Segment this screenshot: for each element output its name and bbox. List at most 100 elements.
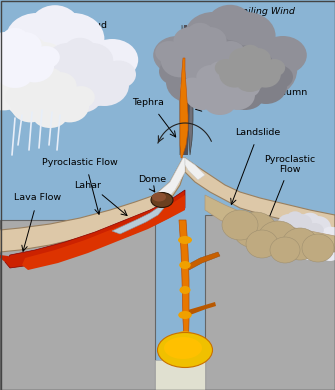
Ellipse shape (245, 48, 271, 70)
Ellipse shape (299, 213, 321, 232)
Ellipse shape (67, 86, 95, 108)
Ellipse shape (180, 286, 191, 294)
Ellipse shape (0, 37, 43, 82)
Ellipse shape (236, 57, 271, 85)
Ellipse shape (237, 74, 263, 92)
Ellipse shape (0, 44, 55, 106)
Ellipse shape (198, 35, 232, 66)
Text: Prevailing Wind: Prevailing Wind (221, 7, 295, 16)
Text: Pyroclastic Flow: Pyroclastic Flow (42, 158, 118, 167)
Ellipse shape (284, 236, 306, 250)
Ellipse shape (201, 69, 259, 108)
Polygon shape (180, 25, 193, 155)
Ellipse shape (228, 52, 272, 88)
Ellipse shape (322, 227, 335, 241)
Ellipse shape (222, 210, 258, 240)
Ellipse shape (53, 61, 91, 91)
Ellipse shape (219, 61, 250, 88)
Ellipse shape (233, 212, 277, 248)
Ellipse shape (239, 45, 261, 64)
Ellipse shape (0, 65, 30, 110)
Ellipse shape (295, 225, 320, 246)
Ellipse shape (279, 229, 310, 255)
Ellipse shape (263, 59, 285, 76)
Ellipse shape (179, 261, 191, 269)
Polygon shape (112, 205, 164, 234)
Ellipse shape (177, 331, 193, 339)
Ellipse shape (5, 86, 33, 108)
Polygon shape (185, 158, 335, 230)
Ellipse shape (214, 65, 244, 90)
Polygon shape (188, 302, 216, 315)
Polygon shape (15, 195, 185, 268)
Text: Magma: Magma (165, 351, 204, 360)
Polygon shape (187, 252, 220, 270)
Ellipse shape (55, 44, 128, 106)
Ellipse shape (330, 239, 335, 258)
Ellipse shape (0, 49, 15, 82)
Ellipse shape (11, 36, 49, 71)
Text: Tephra: Tephra (132, 98, 164, 107)
Ellipse shape (8, 32, 42, 60)
Ellipse shape (153, 36, 201, 74)
Ellipse shape (24, 75, 86, 117)
Ellipse shape (22, 78, 78, 122)
Ellipse shape (7, 88, 53, 118)
Polygon shape (182, 25, 190, 155)
Ellipse shape (218, 12, 276, 60)
Polygon shape (205, 215, 335, 390)
Ellipse shape (215, 56, 275, 104)
Ellipse shape (206, 40, 248, 75)
Ellipse shape (86, 39, 138, 81)
Ellipse shape (0, 32, 22, 60)
Text: Landslide: Landslide (236, 128, 281, 137)
Ellipse shape (33, 106, 67, 128)
Ellipse shape (0, 66, 32, 88)
Ellipse shape (216, 50, 253, 80)
Ellipse shape (197, 65, 227, 89)
Ellipse shape (180, 78, 205, 98)
Text: Pyroclastic: Pyroclastic (264, 155, 316, 164)
Ellipse shape (71, 43, 113, 78)
Ellipse shape (286, 211, 304, 227)
Ellipse shape (270, 237, 300, 263)
Ellipse shape (0, 42, 40, 80)
Ellipse shape (258, 221, 298, 255)
Text: Eruption Cloud: Eruption Cloud (37, 21, 107, 30)
Ellipse shape (182, 40, 224, 75)
Ellipse shape (157, 333, 212, 367)
Ellipse shape (45, 50, 115, 106)
Ellipse shape (47, 43, 89, 78)
Ellipse shape (305, 216, 331, 238)
Ellipse shape (200, 44, 239, 77)
Polygon shape (0, 255, 12, 262)
Text: Gas: Gas (30, 68, 48, 77)
Ellipse shape (220, 80, 255, 110)
Polygon shape (0, 158, 185, 252)
Ellipse shape (59, 85, 101, 113)
Ellipse shape (289, 216, 316, 238)
Ellipse shape (178, 311, 192, 319)
Ellipse shape (0, 39, 24, 81)
Ellipse shape (315, 229, 334, 245)
Ellipse shape (185, 80, 220, 110)
Ellipse shape (310, 229, 335, 255)
Ellipse shape (230, 46, 260, 73)
Ellipse shape (308, 239, 330, 258)
Polygon shape (5, 190, 185, 268)
Ellipse shape (11, 89, 50, 122)
Text: ↓: ↓ (30, 78, 39, 88)
Ellipse shape (164, 337, 202, 359)
Ellipse shape (227, 86, 263, 110)
Ellipse shape (229, 48, 256, 70)
Polygon shape (0, 220, 155, 390)
Ellipse shape (29, 5, 81, 52)
Ellipse shape (275, 227, 297, 245)
Ellipse shape (161, 44, 200, 77)
Ellipse shape (184, 12, 242, 60)
Ellipse shape (278, 214, 299, 232)
Ellipse shape (288, 220, 332, 255)
Text: Dome: Dome (138, 175, 166, 184)
Ellipse shape (166, 61, 215, 103)
Ellipse shape (235, 78, 260, 98)
